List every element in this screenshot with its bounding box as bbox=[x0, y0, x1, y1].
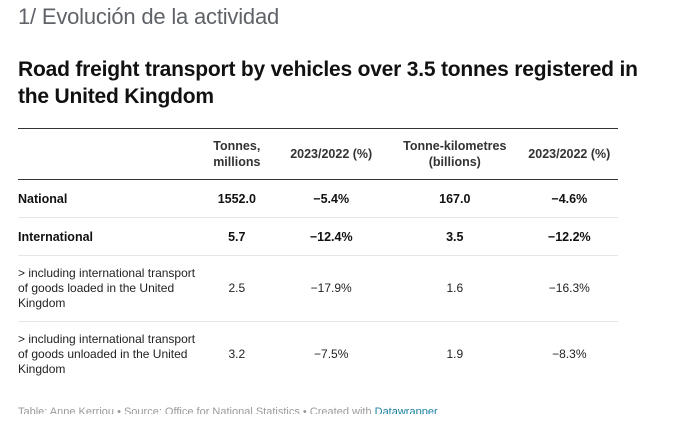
freight-table: Tonnes, millions 2023/2022 (%) Tonne-kil… bbox=[18, 128, 618, 387]
table-row: > including international transport of g… bbox=[18, 322, 618, 388]
row-label: > including international transport of g… bbox=[18, 332, 196, 376]
table-cell: −17.9% bbox=[273, 255, 389, 322]
table-title: Road freight transport by vehicles over … bbox=[18, 58, 638, 108]
row-label: International bbox=[18, 217, 201, 256]
footer-credits: Table: Anne Kerriou • Source: Office for… bbox=[18, 406, 438, 414]
footer-text: Table: Anne Kerriou • Source: Office for… bbox=[18, 406, 375, 414]
table-cell: −12.2% bbox=[520, 217, 618, 256]
header-tonne-km: Tonne-kilometres (billions) bbox=[388, 128, 521, 180]
table-cell: −4.6% bbox=[520, 179, 618, 218]
table-row: > including international transport of g… bbox=[18, 255, 618, 322]
table-cell: 1.9 bbox=[446, 347, 464, 361]
table-cell: 167.0 bbox=[388, 179, 521, 218]
table-cell: 1552.0 bbox=[200, 179, 274, 218]
table-cell: 3.2 bbox=[228, 347, 246, 361]
table-cell: −16.3% bbox=[520, 255, 618, 322]
table-header-row: Tonnes, millions 2023/2022 (%) Tonne-kil… bbox=[18, 128, 618, 180]
table-row: International 5.7 −12.4% 3.5 −12.2% bbox=[18, 217, 618, 256]
row-label: National bbox=[18, 179, 201, 218]
table-row: National 1552.0 −5.4% 167.0 −4.6% bbox=[18, 179, 618, 218]
row-label: > including international transport of g… bbox=[18, 255, 201, 322]
header-tonnes: Tonnes, millions bbox=[200, 128, 274, 180]
table-cell: −8.3% bbox=[552, 347, 587, 361]
header-tonnes-change: 2023/2022 (%) bbox=[273, 128, 389, 180]
table-cell: −7.5% bbox=[314, 347, 349, 361]
table-cell: 3.5 bbox=[388, 217, 521, 256]
table-cell: 2.5 bbox=[200, 255, 274, 322]
table-cell: 5.7 bbox=[200, 217, 274, 256]
section-title: 1/ Evolución de la actividad bbox=[18, 4, 280, 29]
header-row-label bbox=[18, 128, 201, 180]
header-tonne-km-change: 2023/2022 (%) bbox=[520, 128, 618, 180]
table-cell: −5.4% bbox=[273, 179, 389, 218]
table-cell: −12.4% bbox=[273, 217, 389, 256]
datawrapper-link[interactable]: Datawrapper bbox=[374, 406, 438, 414]
table-cell: 1.6 bbox=[388, 255, 521, 322]
